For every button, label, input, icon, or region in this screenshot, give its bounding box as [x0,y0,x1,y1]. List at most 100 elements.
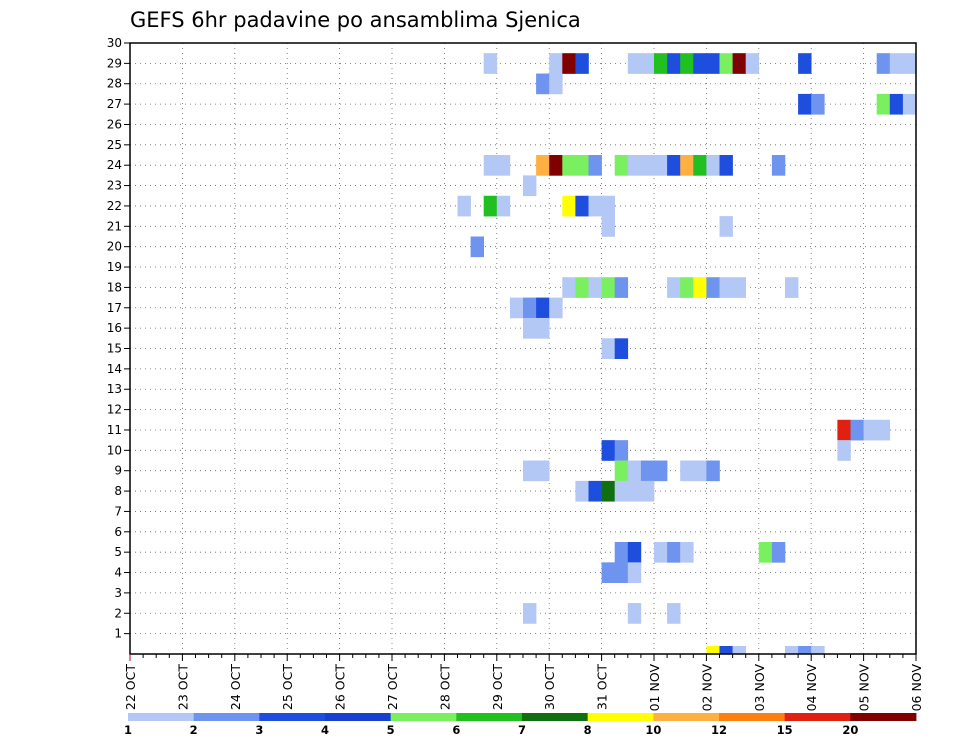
y-tick-label: 11 [107,423,122,437]
heatmap-cell [798,646,812,655]
heatmap-cell [667,541,681,563]
x-tick-label: 29 OCT [490,664,505,710]
chart-title: GEFS 6hr padavine po ansamblima Sjenica [130,8,581,32]
y-tick-label: 1 [114,627,122,641]
x-tick-label: 25 OCT [280,664,295,710]
heatmap-cell [575,53,589,74]
x-tick-label: 04 NOV [804,664,819,712]
heatmap-cell [496,195,511,217]
x-tick-label: 30 OCT [542,664,557,710]
heatmap-cell [680,541,694,563]
heatmap-cell [614,440,629,461]
heatmap-cell [837,419,851,441]
heatmap-cell [732,53,746,74]
colorbar-label: 8 [584,723,592,737]
heatmap-cell [483,195,498,217]
x-tick-label: 01 NOV [647,664,662,712]
heatmap-cell [536,73,550,95]
heatmap-cell [562,277,576,298]
heatmap-cell [536,317,550,339]
heatmap-cell [523,297,537,319]
colorbar-label: 3 [255,723,263,737]
heatmap-cell [798,53,812,74]
x-tick-label: 02 NOV [699,664,714,712]
heatmap-cell [562,155,576,176]
heatmap-cell [654,541,668,563]
y-tick-label: 9 [114,464,122,478]
heatmap-cell [549,155,563,176]
heatmap-cell [785,277,799,298]
y-tick-label: 13 [107,382,122,396]
colorbar-label: 1 [124,723,132,737]
heatmap-cell [627,53,642,74]
heatmap-cell [627,480,642,502]
y-tick-label: 29 [107,56,122,70]
heatmap-cell [719,216,733,237]
x-tick-label: 22 OCT [123,664,138,710]
x-tick-label: 28 OCT [437,664,452,710]
heatmap-cell [654,155,668,176]
heatmap-cell [693,53,707,74]
heatmap-cell [588,480,602,502]
colorbar-label: 15 [777,723,793,737]
heatmap-cell [601,562,615,584]
heatmap-cell [601,216,615,237]
heatmap-cell [588,155,602,176]
heatmap-cell [523,317,537,339]
y-tick-label: 21 [107,219,122,233]
y-tick-label: 10 [107,443,122,457]
heatmap-cell [627,541,642,563]
y-tick-label: 8 [114,484,122,498]
y-tick-label: 15 [107,342,122,356]
heatmap-cell [654,460,668,482]
heatmap-cell [523,460,537,482]
heatmap-cell [785,646,799,655]
heatmap-cell [719,53,733,74]
grid-lines [130,42,916,654]
y-tick-label: 18 [107,280,122,294]
heatmap-cell [640,155,655,176]
heatmap-cell [680,277,694,298]
colorbar-swatch [193,713,260,721]
heatmap-cell [562,53,576,74]
y-axis-ticks: 1234567891011121314151617181920212223242… [107,36,130,641]
y-tick-label: 7 [114,504,122,518]
y-tick-label: 16 [107,321,122,335]
heatmap-cell [575,480,589,502]
heatmap-cell [706,53,720,74]
heatmap-cell [693,277,707,298]
heatmap-cell [536,155,550,176]
heatmap-cell [575,195,589,217]
colorbar-swatch [719,713,786,721]
heatmap-cell [876,93,891,115]
heatmap-cell [575,155,589,176]
colorbar-swatch [456,713,523,721]
heatmap-cell [614,338,629,359]
heatmap-cell [667,155,681,176]
heatmap-cell [680,460,694,482]
x-tick-label: 27 OCT [385,664,400,710]
heatmap-cell [837,440,851,461]
heatmap-cell [588,195,602,217]
heatmap-cell [693,460,707,482]
y-tick-label: 17 [107,301,122,315]
heatmap-cell [614,277,629,298]
heatmap-cell [719,155,733,176]
heatmap-cell [496,155,511,176]
x-tick-label: 24 OCT [228,664,243,710]
colorbar-label: 4 [321,723,329,737]
heatmap-cell [536,460,550,482]
heatmap-cell [667,277,681,298]
heatmap-cell [627,562,642,584]
heatmap-cell [732,277,746,298]
heatmap-cell [771,155,786,176]
heatmap-cell [889,93,904,115]
heatmap-cell [601,440,615,461]
heatmap-cell [523,603,537,624]
heatmap-cell [614,562,629,584]
heatmap-cell [640,480,655,502]
heatmap-cell [719,646,733,655]
colorbar-swatch [325,713,392,721]
colorbar-label: 10 [645,723,661,737]
